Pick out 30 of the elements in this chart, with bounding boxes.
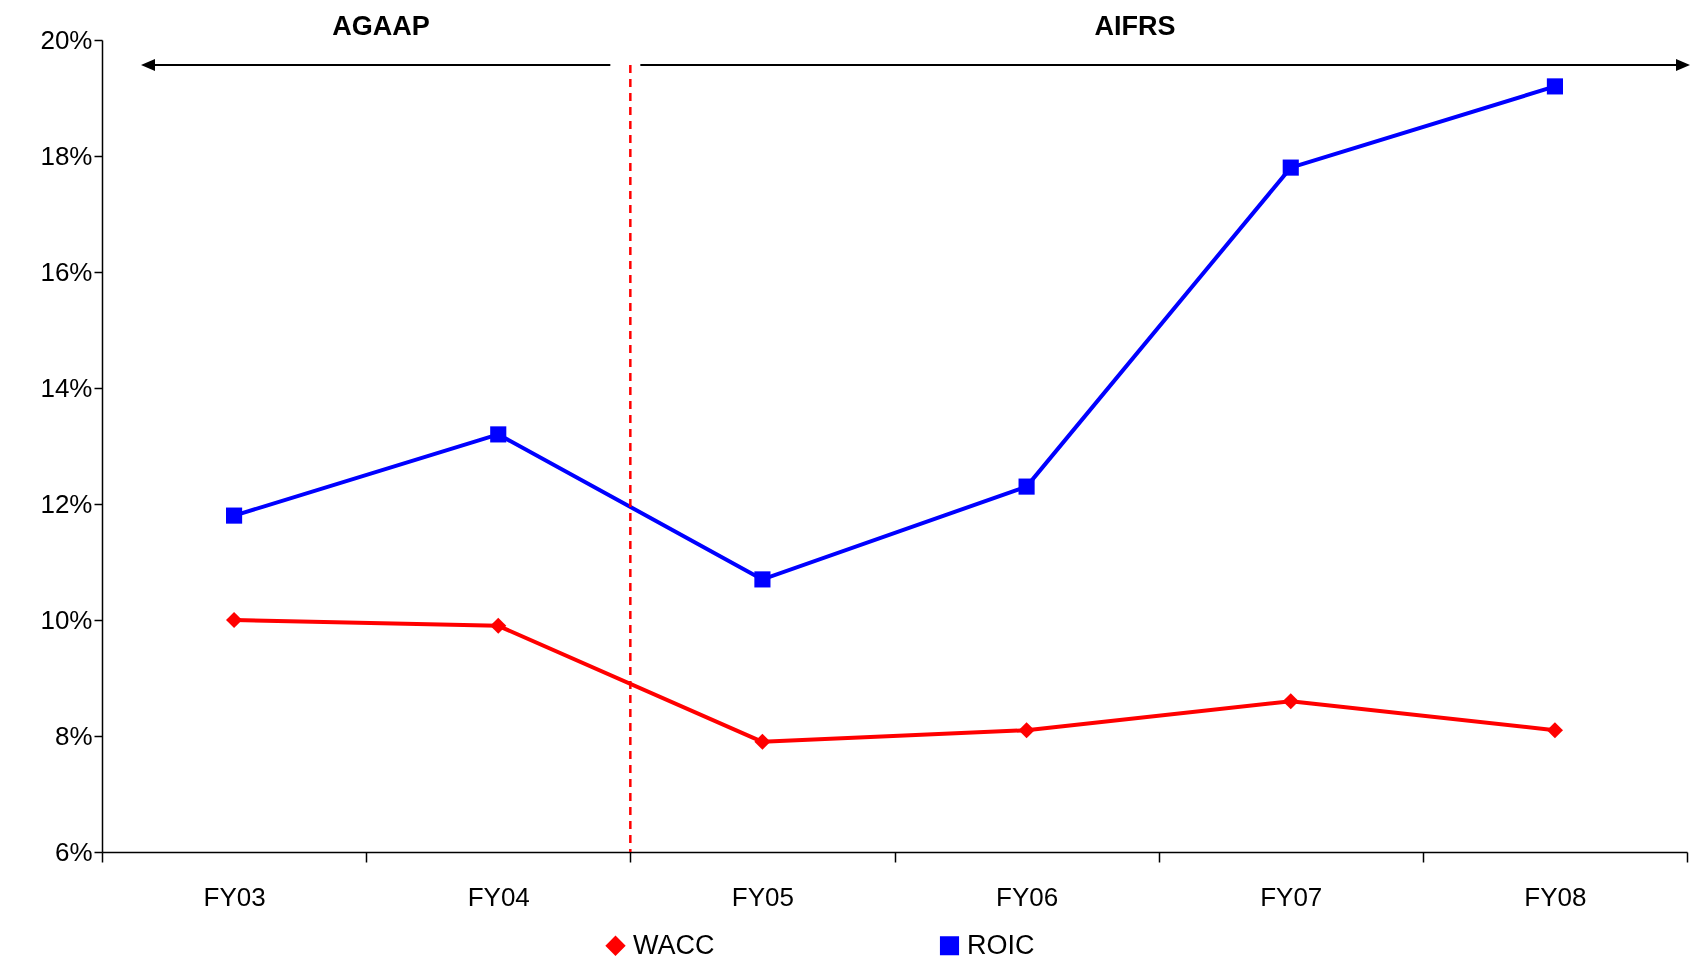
point	[754, 571, 771, 588]
legend-label: WACC	[633, 929, 715, 960]
point	[1018, 478, 1035, 495]
y-tick-label: 12%	[40, 488, 93, 519]
x-tick-label: FY08	[1524, 881, 1587, 912]
point	[1546, 78, 1563, 95]
y-tick-label: 16%	[40, 256, 93, 287]
point	[1282, 693, 1299, 710]
point	[1282, 159, 1299, 176]
legend-label: ROIC	[967, 929, 1035, 960]
y-tick-label: 8%	[54, 720, 93, 751]
point	[490, 617, 507, 634]
y-tick-label: 14%	[40, 372, 93, 403]
x-tick-label: FY04	[467, 881, 530, 912]
y-tick-label: 18%	[40, 140, 93, 171]
point	[490, 426, 507, 443]
point	[226, 611, 243, 629]
annotation: AIFRS	[1094, 11, 1176, 41]
point	[754, 733, 771, 750]
point	[1546, 722, 1563, 739]
x-tick-label: FY06	[996, 881, 1059, 912]
x-tick-label: FY03	[203, 881, 266, 912]
y-tick-label: 6%	[54, 836, 93, 867]
point	[1018, 722, 1035, 739]
x-tick-label: FY07	[1260, 881, 1323, 912]
y-tick-label: 20%	[40, 24, 93, 55]
point	[226, 507, 243, 524]
x-tick-label: FY05	[731, 881, 794, 912]
annotation: AGAAP	[332, 11, 430, 41]
y-tick-label: 10%	[40, 604, 93, 635]
